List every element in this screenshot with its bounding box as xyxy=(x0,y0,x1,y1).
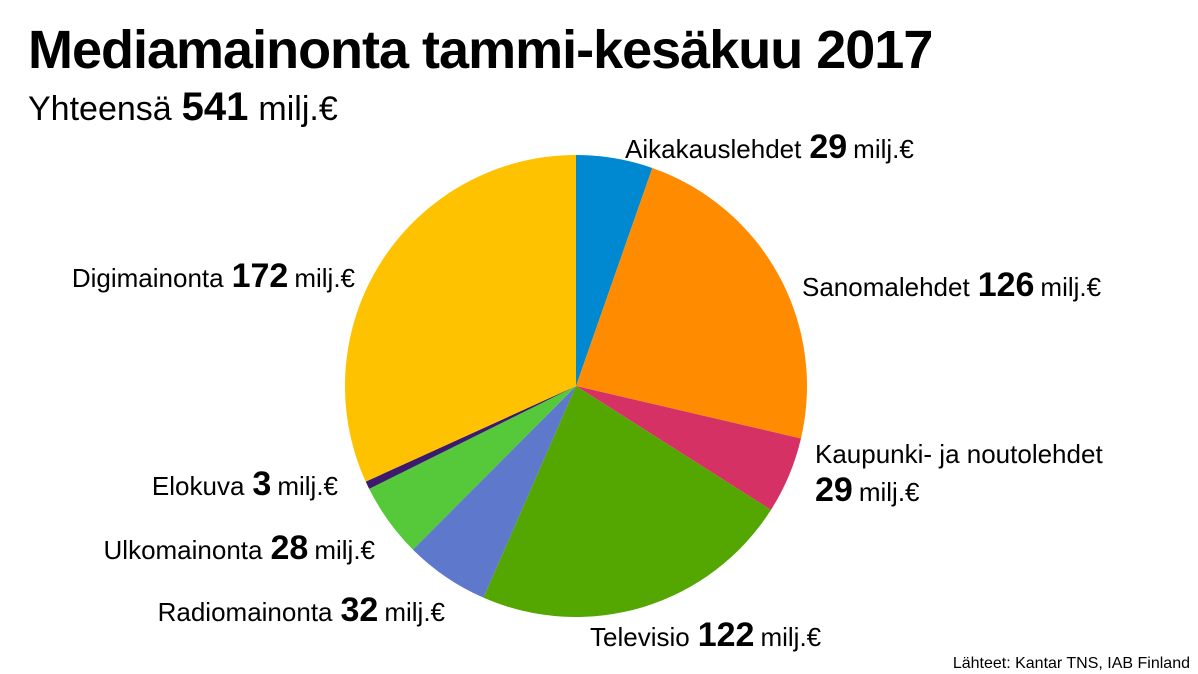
category-name: Digimainonta xyxy=(72,263,224,293)
category-name: Elokuva xyxy=(152,471,245,501)
slice-unit: milj.€ xyxy=(859,477,920,507)
pie-slice xyxy=(576,155,653,386)
slice-value: 29 xyxy=(809,128,847,166)
pie-slice xyxy=(483,386,771,617)
pie-slice xyxy=(412,386,576,598)
slice-unit: milj.€ xyxy=(760,622,821,652)
slice-unit: milj.€ xyxy=(1040,272,1101,302)
slice-unit: milj.€ xyxy=(314,535,375,565)
slice-label: Digimainonta 172 milj.€ xyxy=(72,257,356,295)
total-value: 541 xyxy=(182,85,249,129)
slice-value: 28 xyxy=(271,529,309,567)
source: Lähteet: Kantar TNS, IAB Finland xyxy=(953,655,1190,672)
slice-value: 29 xyxy=(815,471,853,509)
slice-label: Elokuva 3 milj.€ xyxy=(152,465,339,503)
category-name: Ulkomainonta xyxy=(104,535,264,565)
slice-label: Sanomalehdet 126 milj.€ xyxy=(802,266,1102,304)
category-name: Radiomainonta xyxy=(158,597,333,627)
category-name: Sanomalehdet xyxy=(802,272,970,302)
slice-label: Kaupunki- ja noutolehdet xyxy=(815,439,1103,469)
total-unit: milj.€ xyxy=(258,90,337,128)
subtitle: Yhteensä 541 milj.€ xyxy=(28,85,338,129)
pie-slice xyxy=(576,167,807,439)
slice-label: 29 milj.€ xyxy=(815,471,920,509)
category-name: Televisio xyxy=(590,622,690,652)
slice-value: 3 xyxy=(252,465,271,503)
pie-slice xyxy=(369,386,576,550)
slice-unit: milj.€ xyxy=(294,263,355,293)
total-label: Yhteensä xyxy=(28,90,172,128)
slice-value: 172 xyxy=(232,257,289,295)
slice-unit: milj.€ xyxy=(384,597,445,627)
pie-slice xyxy=(576,386,801,510)
slice-label: Televisio 122 milj.€ xyxy=(590,616,822,654)
category-name: Aikakauslehdet xyxy=(625,134,802,164)
chart-title: Mediamainonta tammi-kesäkuu 2017 xyxy=(28,20,932,80)
slice-unit: milj.€ xyxy=(277,471,338,501)
slice-value: 126 xyxy=(978,266,1035,304)
slice-value: 32 xyxy=(341,591,379,629)
slice-label: Radiomainonta 32 milj.€ xyxy=(158,591,446,629)
slice-value: 122 xyxy=(698,616,755,654)
slice-unit: milj.€ xyxy=(853,134,914,164)
pie-slice xyxy=(365,386,576,489)
slice-label: Ulkomainonta 28 milj.€ xyxy=(104,529,376,567)
category-name: Kaupunki- ja noutolehdet xyxy=(815,439,1103,469)
pie-slice xyxy=(345,155,576,482)
slice-label: Aikakauslehdet 29 milj.€ xyxy=(625,128,914,166)
